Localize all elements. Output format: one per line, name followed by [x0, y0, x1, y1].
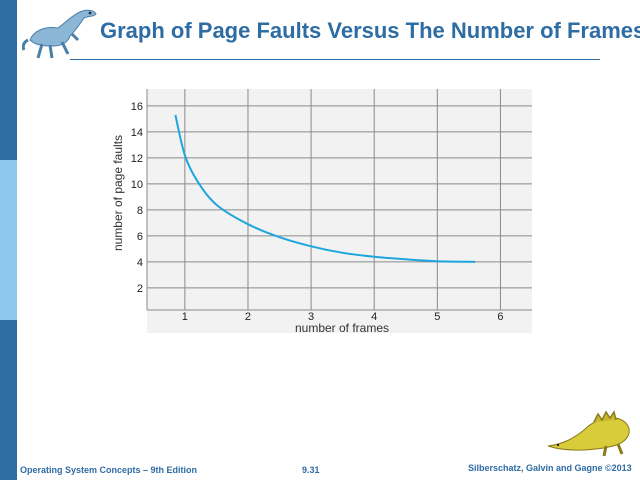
y-tick-label: 14	[131, 127, 143, 139]
x-tick-label: 2	[245, 311, 251, 323]
slide-sidebar	[0, 0, 17, 480]
chart-series	[174, 114, 476, 263]
x-axis-label: number of frames	[295, 321, 389, 335]
footer-page-number: 9.31	[302, 465, 320, 475]
y-tick-label: 8	[137, 205, 143, 217]
title-divider	[70, 59, 600, 60]
dinosaur-logo-icon	[22, 9, 97, 59]
y-tick-label: 10	[131, 179, 143, 191]
sidebar-highlight	[0, 160, 17, 320]
footer-book-title: Operating System Concepts – 9th Edition	[20, 465, 198, 475]
x-tick-label: 4	[371, 311, 377, 323]
x-tick-label: 1	[182, 311, 188, 323]
y-tick-label: 2	[137, 283, 143, 295]
y-axis-label: number of page faults	[111, 135, 125, 251]
y-tick-label: 4	[137, 257, 143, 269]
x-tick-label: 3	[308, 311, 314, 323]
slide-title: Graph of Page Faults Versus The Number o…	[100, 18, 640, 43]
y-tick-label: 12	[131, 153, 143, 165]
plot-background	[147, 89, 532, 333]
y-tick-label: 6	[137, 231, 143, 243]
dinosaur-footer-icon	[547, 410, 630, 457]
x-tick-label: 6	[497, 311, 503, 323]
y-tick-label: 16	[131, 101, 143, 113]
footer-authors: Silberschatz, Galvin and Gagne ©2013	[468, 463, 632, 473]
x-tick-label: 5	[434, 311, 440, 323]
page-faults-curve	[174, 114, 476, 263]
